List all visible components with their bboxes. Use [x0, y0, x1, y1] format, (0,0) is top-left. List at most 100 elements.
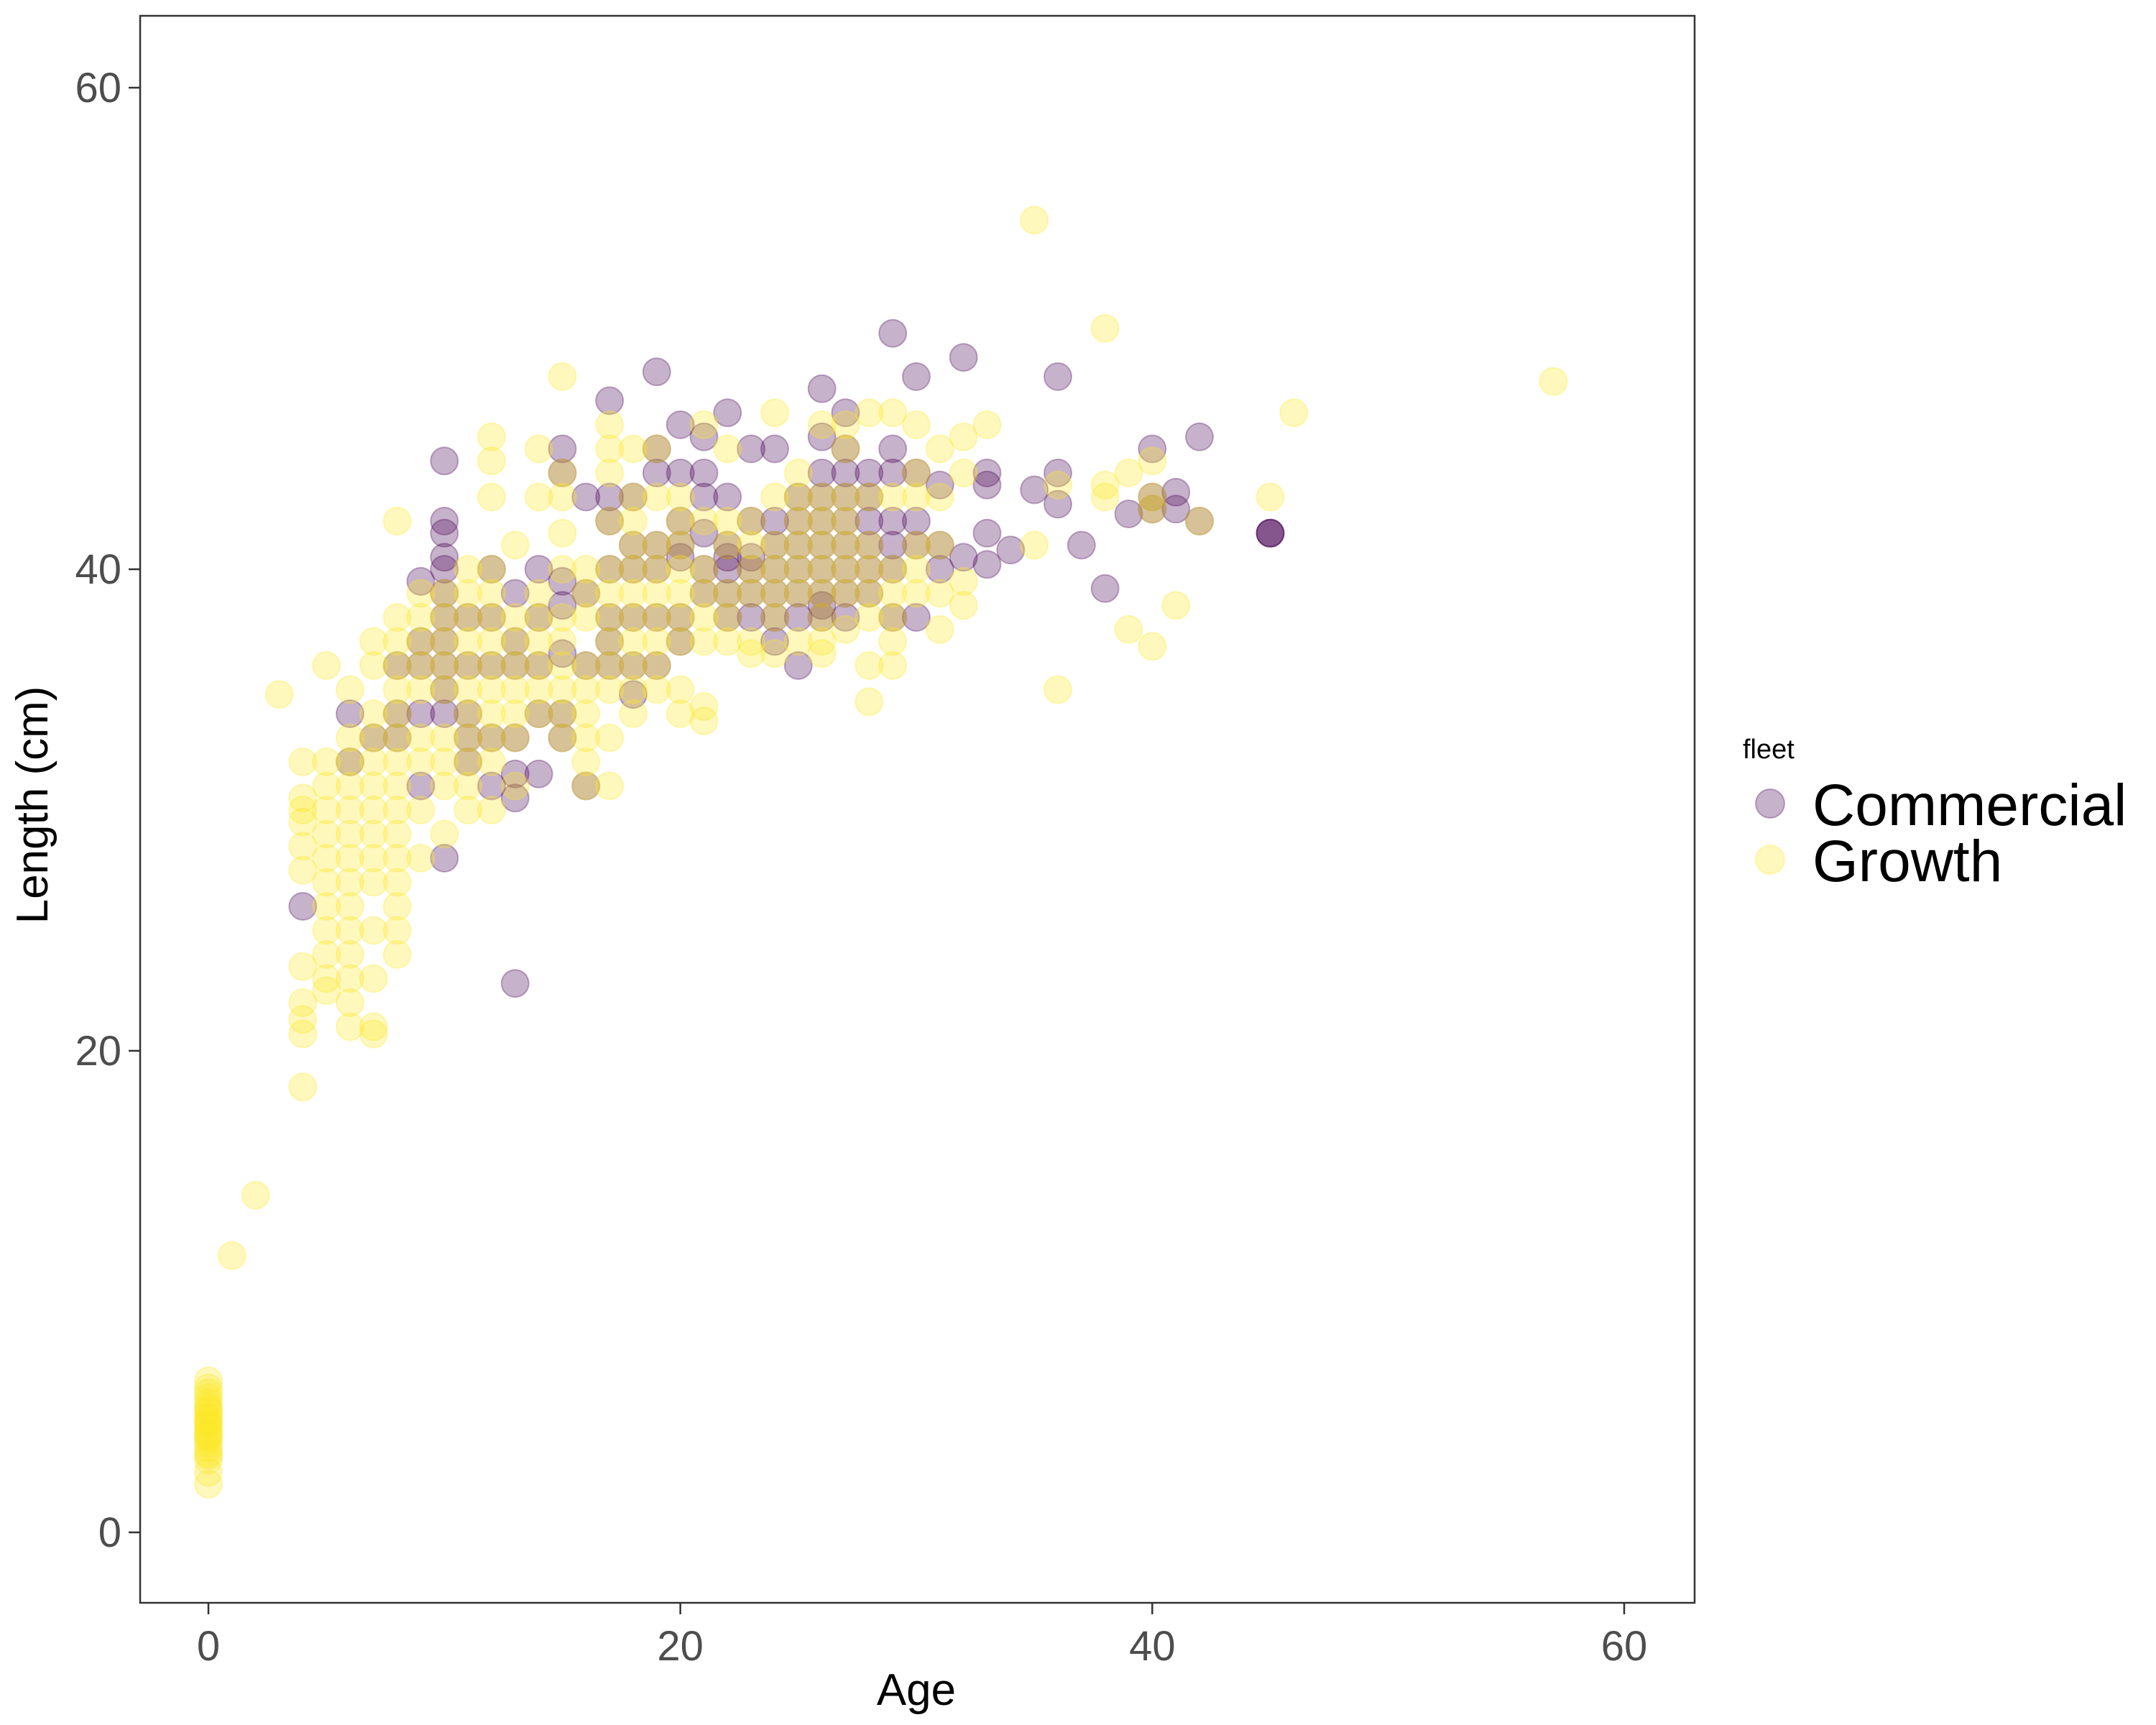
point-growth: [642, 675, 671, 704]
point-commercial: [737, 555, 766, 584]
point-commercial: [595, 555, 625, 584]
series-growth: [194, 206, 1568, 1499]
point-growth: [595, 434, 625, 464]
point-commercial: [548, 566, 577, 596]
point-growth: [665, 555, 695, 584]
point-growth: [619, 555, 648, 584]
point-growth: [524, 482, 553, 512]
point-growth: [713, 434, 742, 464]
point-growth: [524, 699, 553, 728]
point-growth: [382, 699, 412, 728]
point-commercial: [548, 699, 577, 728]
point-growth: [453, 579, 483, 608]
series-commercial: [288, 318, 1285, 998]
point-commercial: [619, 603, 648, 632]
point-growth: [902, 530, 931, 560]
point-commercial: [713, 482, 742, 512]
x-tick-label: 60: [1601, 1623, 1648, 1670]
point-growth: [524, 434, 553, 464]
point-growth: [571, 771, 601, 801]
point-growth: [359, 627, 388, 656]
point-commercial: [831, 398, 860, 428]
point-commercial: [500, 579, 530, 608]
point-growth: [713, 530, 742, 560]
point-growth: [665, 482, 695, 512]
point-growth: [854, 603, 884, 632]
point-growth: [359, 819, 388, 849]
point-growth: [760, 603, 789, 632]
point-growth: [312, 819, 341, 849]
point-growth: [854, 579, 884, 608]
point-growth: [854, 482, 884, 512]
point-commercial: [902, 362, 931, 391]
point-commercial: [453, 651, 483, 680]
point-growth: [571, 579, 601, 608]
point-growth: [477, 422, 506, 451]
point-commercial: [453, 603, 483, 632]
point-growth: [336, 868, 364, 897]
point-growth: [453, 627, 483, 656]
point-commercial: [430, 518, 459, 548]
point-growth: [477, 699, 506, 728]
point-growth: [336, 771, 364, 801]
point-commercial: [713, 603, 742, 632]
point-growth: [336, 940, 364, 969]
point-growth: [760, 579, 789, 608]
point-growth: [571, 748, 601, 776]
point-growth: [500, 699, 530, 728]
point-commercial: [854, 482, 884, 512]
point-growth: [194, 1392, 223, 1422]
point-commercial: [949, 343, 978, 372]
point-growth: [783, 530, 813, 560]
point-commercial: [477, 603, 506, 632]
point-commercial: [854, 555, 884, 584]
point-growth: [312, 976, 341, 1006]
point-growth: [949, 566, 978, 596]
point-growth: [430, 675, 459, 704]
point-growth: [194, 1438, 223, 1468]
point-commercial: [783, 507, 813, 535]
point-growth: [430, 627, 459, 656]
point-growth: [902, 482, 931, 512]
legend-item-growth: Growth: [1755, 829, 2002, 894]
point-growth: [194, 1470, 223, 1499]
point-growth: [571, 699, 601, 728]
point-growth: [1161, 591, 1191, 620]
point-commercial: [665, 543, 695, 572]
point-commercial: [595, 507, 625, 535]
point-growth: [336, 916, 364, 945]
point-commercial: [760, 627, 789, 656]
point-commercial: [925, 470, 954, 500]
point-growth: [548, 627, 577, 656]
point-growth: [359, 651, 388, 680]
point-commercial: [854, 507, 884, 535]
point-commercial: [831, 482, 860, 512]
point-growth: [902, 410, 931, 439]
point-commercial: [1138, 482, 1167, 512]
point-growth: [925, 434, 954, 464]
point-growth: [217, 1241, 247, 1270]
point-growth: [194, 1433, 223, 1463]
x-axis: 0 20 40 60: [197, 1603, 1647, 1670]
point-growth: [359, 748, 388, 776]
point-growth: [359, 699, 388, 728]
point-growth: [500, 651, 530, 680]
point-commercial: [807, 591, 837, 620]
point-commercial: [477, 651, 506, 680]
point-commercial: [477, 555, 506, 584]
point-growth: [595, 579, 625, 608]
point-commercial: [336, 699, 364, 728]
y-axis-title: Length (cm): [8, 686, 57, 924]
point-growth: [477, 482, 506, 512]
point-growth: [689, 707, 719, 735]
point-growth: [288, 1005, 318, 1034]
point-growth: [713, 627, 742, 656]
point-commercial: [524, 651, 553, 680]
point-commercial: [831, 579, 860, 608]
point-growth: [807, 555, 837, 584]
point-growth: [571, 723, 601, 753]
point-commercial: [500, 723, 530, 753]
legend: fleet Commercial Growth: [1743, 735, 2127, 894]
point-commercial: [406, 771, 436, 801]
point-growth: [619, 603, 648, 632]
